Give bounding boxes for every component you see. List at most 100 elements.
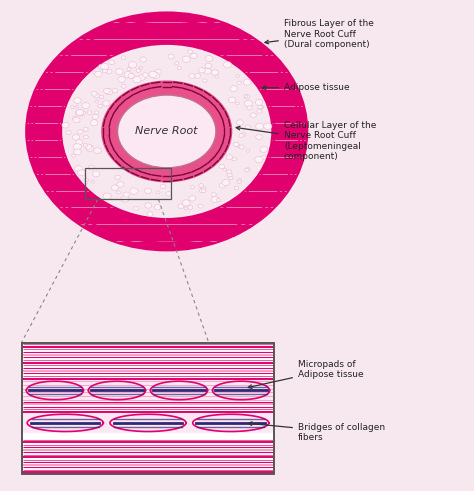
Ellipse shape xyxy=(205,55,213,62)
Ellipse shape xyxy=(83,127,88,131)
Ellipse shape xyxy=(123,192,130,197)
Ellipse shape xyxy=(243,79,251,85)
Ellipse shape xyxy=(76,139,82,145)
Ellipse shape xyxy=(257,109,262,113)
Ellipse shape xyxy=(229,176,233,180)
Ellipse shape xyxy=(245,168,249,172)
Ellipse shape xyxy=(244,95,250,99)
Ellipse shape xyxy=(244,95,248,98)
Ellipse shape xyxy=(92,114,99,119)
Ellipse shape xyxy=(130,188,138,194)
Ellipse shape xyxy=(178,204,184,209)
Bar xyxy=(21,343,274,474)
Ellipse shape xyxy=(149,71,157,78)
Ellipse shape xyxy=(201,189,206,192)
Ellipse shape xyxy=(241,133,246,136)
Ellipse shape xyxy=(94,111,99,114)
Ellipse shape xyxy=(98,64,105,69)
Ellipse shape xyxy=(182,56,191,62)
Ellipse shape xyxy=(107,70,112,74)
Ellipse shape xyxy=(95,100,99,103)
Ellipse shape xyxy=(232,157,237,161)
Ellipse shape xyxy=(121,196,129,202)
Ellipse shape xyxy=(140,57,146,62)
Ellipse shape xyxy=(227,170,231,174)
Ellipse shape xyxy=(245,125,250,129)
Ellipse shape xyxy=(188,206,193,210)
Ellipse shape xyxy=(236,75,239,77)
Ellipse shape xyxy=(246,167,250,171)
Ellipse shape xyxy=(100,63,109,70)
Ellipse shape xyxy=(138,75,145,81)
Ellipse shape xyxy=(87,111,92,114)
Ellipse shape xyxy=(73,117,80,123)
Ellipse shape xyxy=(98,104,103,108)
Ellipse shape xyxy=(194,74,201,78)
Ellipse shape xyxy=(223,61,232,68)
Text: Micropads of
Adipose tissue: Micropads of Adipose tissue xyxy=(248,359,364,388)
Ellipse shape xyxy=(124,72,132,78)
Ellipse shape xyxy=(75,110,83,116)
Ellipse shape xyxy=(117,182,124,187)
Ellipse shape xyxy=(236,102,239,105)
Ellipse shape xyxy=(250,113,256,118)
Ellipse shape xyxy=(234,186,238,190)
Ellipse shape xyxy=(230,85,237,91)
Ellipse shape xyxy=(142,73,148,78)
Ellipse shape xyxy=(128,61,137,68)
Ellipse shape xyxy=(198,204,203,208)
Ellipse shape xyxy=(121,84,126,88)
Ellipse shape xyxy=(91,180,95,183)
Ellipse shape xyxy=(134,206,138,210)
Ellipse shape xyxy=(246,149,250,152)
Ellipse shape xyxy=(156,191,160,194)
Ellipse shape xyxy=(189,74,195,79)
Ellipse shape xyxy=(219,183,226,188)
Ellipse shape xyxy=(237,81,242,84)
Ellipse shape xyxy=(118,77,125,82)
Ellipse shape xyxy=(127,68,131,71)
Ellipse shape xyxy=(115,175,120,179)
Ellipse shape xyxy=(101,81,232,182)
Ellipse shape xyxy=(219,164,225,169)
Ellipse shape xyxy=(215,75,219,78)
Ellipse shape xyxy=(200,189,205,193)
Ellipse shape xyxy=(84,181,88,184)
Ellipse shape xyxy=(189,196,196,201)
Ellipse shape xyxy=(72,154,76,157)
Ellipse shape xyxy=(129,63,133,67)
Ellipse shape xyxy=(89,165,94,170)
Ellipse shape xyxy=(112,88,118,93)
Ellipse shape xyxy=(104,102,108,105)
Ellipse shape xyxy=(260,146,267,152)
Ellipse shape xyxy=(177,66,182,70)
Ellipse shape xyxy=(222,180,229,186)
Ellipse shape xyxy=(154,205,161,210)
Ellipse shape xyxy=(199,184,203,187)
Ellipse shape xyxy=(78,170,85,176)
Ellipse shape xyxy=(118,95,216,168)
Ellipse shape xyxy=(133,77,141,83)
Ellipse shape xyxy=(94,94,99,98)
Ellipse shape xyxy=(117,191,120,194)
Ellipse shape xyxy=(73,143,82,150)
Ellipse shape xyxy=(73,135,80,140)
Ellipse shape xyxy=(83,144,88,147)
Ellipse shape xyxy=(239,145,244,149)
Text: Nerve Root: Nerve Root xyxy=(136,126,198,136)
Ellipse shape xyxy=(92,171,100,177)
Ellipse shape xyxy=(188,50,192,54)
Ellipse shape xyxy=(102,69,108,73)
Ellipse shape xyxy=(182,200,190,206)
Bar xyxy=(85,168,172,199)
Ellipse shape xyxy=(121,56,126,59)
Ellipse shape xyxy=(255,157,263,163)
Bar xyxy=(21,343,274,474)
Bar xyxy=(23,413,273,433)
Ellipse shape xyxy=(73,149,82,155)
Ellipse shape xyxy=(160,184,166,189)
Ellipse shape xyxy=(74,98,81,104)
Ellipse shape xyxy=(85,144,92,149)
Ellipse shape xyxy=(201,187,206,191)
Ellipse shape xyxy=(239,134,244,137)
